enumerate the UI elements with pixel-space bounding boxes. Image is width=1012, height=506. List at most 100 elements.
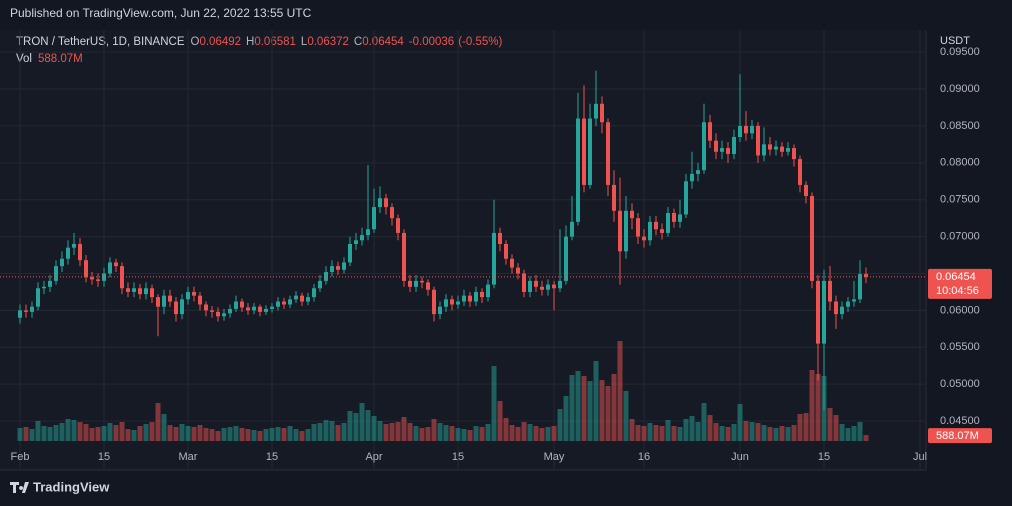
- candle-body: [432, 289, 436, 315]
- volume-bar: [185, 426, 191, 441]
- volume-bar: [203, 428, 209, 441]
- countdown: 10:04:56: [936, 285, 979, 297]
- candle-body: [648, 221, 652, 241]
- volume-bar: [17, 428, 23, 441]
- candle-body: [234, 301, 238, 309]
- x-tick-label: 15: [818, 451, 830, 463]
- candle-body: [240, 301, 244, 308]
- candle-body: [450, 299, 454, 305]
- candle-body: [126, 288, 130, 292]
- volume-bar: [173, 427, 179, 441]
- volume-bar: [35, 421, 41, 441]
- brand-name: TradingView: [33, 479, 110, 494]
- volume-bar: [281, 428, 287, 441]
- y-tick-label: 0.04500: [940, 415, 980, 427]
- candle-body: [102, 273, 106, 281]
- candle-body: [48, 280, 52, 287]
- x-tick-label: May: [544, 451, 565, 463]
- candle-body: [744, 125, 748, 134]
- volume-bar: [473, 426, 479, 441]
- volume-bar: [713, 423, 719, 441]
- candle-body: [858, 274, 862, 300]
- volume-bar: [137, 426, 143, 441]
- candle-body: [354, 240, 358, 244]
- volume-bar: [677, 427, 683, 441]
- volume-label: 588.07M: [936, 430, 979, 442]
- candle-body: [18, 310, 22, 318]
- volume-bar: [497, 401, 503, 441]
- candle-body: [582, 118, 586, 185]
- candle-body: [24, 310, 28, 312]
- change: -0.00036: [409, 36, 454, 48]
- candle-body: [114, 262, 118, 267]
- volume-bar: [197, 425, 203, 441]
- volume-bar: [443, 425, 449, 441]
- candle-body: [288, 299, 292, 305]
- y-tick-label: 0.09500: [940, 46, 980, 58]
- x-tick-label: 15: [98, 451, 110, 463]
- candle-body: [318, 280, 322, 289]
- volume-bar: [353, 413, 359, 441]
- candle-body: [726, 148, 730, 154]
- volume-bar: [551, 426, 557, 441]
- candle-body: [486, 284, 490, 298]
- candle-body: [300, 295, 304, 302]
- volume-bar: [731, 424, 737, 441]
- y-tick-label: 0.05000: [940, 378, 980, 390]
- candle-body: [696, 170, 700, 174]
- volume-bar: [275, 427, 281, 441]
- volume-bar: [791, 425, 797, 441]
- x-tick-label: Jul: [913, 451, 927, 463]
- volume-bar: [365, 410, 371, 441]
- candle-body: [396, 218, 400, 233]
- y-tick-label: 0.08500: [940, 120, 980, 132]
- candle-body: [504, 243, 508, 259]
- candle-body: [528, 280, 532, 292]
- volume-bar: [827, 408, 833, 441]
- plot-area: [0, 30, 926, 470]
- close-value: 0.06454: [362, 36, 404, 48]
- legend-line: TRON / TetherUS, 1D, BINANCE O0.06492 H0.0…: [16, 36, 502, 48]
- volume-bar: [611, 374, 617, 441]
- candle-body: [846, 301, 850, 307]
- candle-body: [468, 295, 472, 302]
- candle-body: [66, 247, 70, 259]
- volume-bar: [221, 428, 227, 441]
- candle-body: [618, 210, 622, 252]
- candle-body: [222, 313, 226, 317]
- volume-bar: [311, 424, 317, 441]
- candle-body: [366, 229, 370, 236]
- candle-body: [552, 284, 556, 289]
- candle-body: [594, 103, 598, 119]
- volume-bar: [803, 413, 809, 441]
- y-tick-label: 0.08000: [940, 157, 980, 169]
- candle-body: [768, 144, 772, 150]
- volume-bars: [17, 341, 869, 441]
- change-pct: (-0.55%): [458, 36, 502, 48]
- candle-body: [246, 307, 250, 311]
- candle-body: [330, 266, 334, 273]
- candle-body: [372, 207, 376, 230]
- volume-bar: [107, 423, 113, 441]
- candle-body: [522, 273, 526, 292]
- volume-bar: [557, 409, 563, 441]
- candle-body: [336, 266, 340, 270]
- volume-bar: [725, 427, 731, 441]
- volume-bar: [425, 427, 431, 441]
- candle-body: [714, 140, 718, 152]
- published: Published on TradingView.com, Jun 22, 20…: [10, 6, 312, 20]
- candle-body: [828, 280, 832, 302]
- volume-bar: [737, 404, 743, 441]
- volume-bar: [23, 427, 29, 441]
- candle-body: [420, 280, 424, 283]
- x-tick-label: Mar: [179, 451, 198, 463]
- volume-bar: [509, 425, 515, 441]
- volume-value: 588.07M: [38, 53, 83, 65]
- candle-body: [258, 306, 262, 312]
- volume-bar: [539, 428, 545, 441]
- volume-bar: [503, 418, 509, 441]
- y-tick-label: 0.07500: [940, 194, 980, 206]
- volume-bar: [755, 423, 761, 441]
- volume-bar: [533, 426, 539, 441]
- volume-bar: [833, 415, 839, 441]
